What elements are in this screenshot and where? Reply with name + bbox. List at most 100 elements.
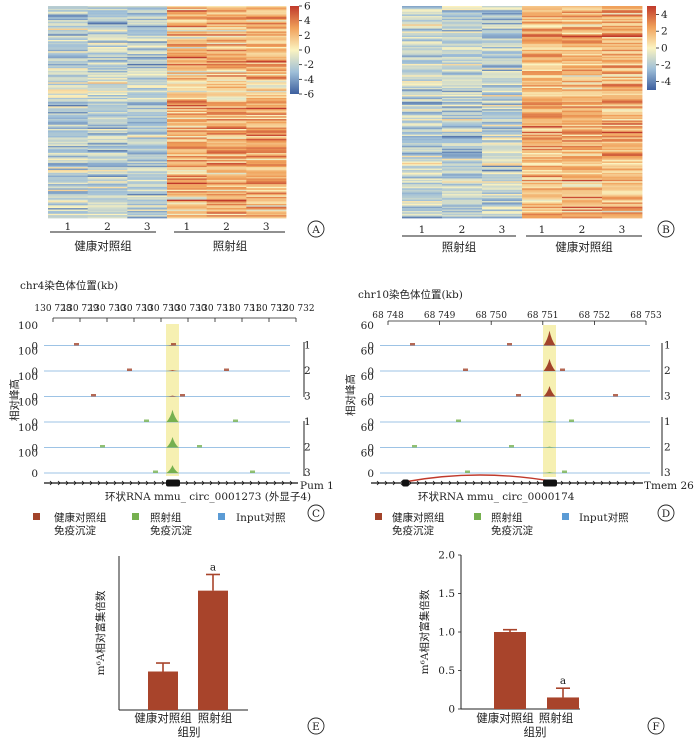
heatmap-b-cell xyxy=(402,103,443,106)
heatmap-a-cell xyxy=(87,148,128,151)
heatmap-a-cell xyxy=(48,49,89,52)
heatmap-a-cell xyxy=(246,6,287,8)
panel-c-track-replicate-label: 3 xyxy=(304,391,311,403)
heatmap-b-cell xyxy=(602,85,643,87)
panel-c-track-ymin-label: 0 xyxy=(31,443,38,455)
heatmap-a-cell xyxy=(206,55,247,58)
heatmap-a-cell xyxy=(246,152,287,155)
panel-d-gene-exon xyxy=(543,479,557,487)
heatmap-a-cell xyxy=(127,205,168,208)
panel-d-x-tick-label: 68 749 xyxy=(424,311,456,321)
panel-c-track-ymin-label: 0 xyxy=(31,417,38,429)
heatmap-a-cell xyxy=(48,181,89,184)
heatmap-b-cell xyxy=(602,96,643,99)
heatmap-b-cell xyxy=(442,186,483,189)
panel-d-gene-strand-arrow xyxy=(584,480,588,486)
panel-f-y-tick-label: 1.0 xyxy=(438,627,455,639)
heatmap-a-cell xyxy=(167,30,208,32)
heatmap-b-cell xyxy=(442,73,483,76)
heatmap-b-cell xyxy=(482,95,523,97)
heatmap-b-cell xyxy=(442,35,483,38)
heatmap-b-cell xyxy=(602,141,643,144)
heatmap-a-cell xyxy=(167,196,208,199)
heatmap-b-cell xyxy=(442,45,483,48)
heatmap-a-cell xyxy=(87,206,128,209)
heatmap-b-cell xyxy=(602,45,643,48)
heatmap-a-cell xyxy=(246,78,287,80)
heatmap-a-cell xyxy=(246,178,287,181)
heatmap-a-cell xyxy=(206,104,247,107)
heatmap-b-cell xyxy=(442,63,483,66)
heatmap-b-cell xyxy=(442,24,483,27)
panel-e: a m⁶A相对富集倍数 健康对照组 照射组 组别 E xyxy=(94,556,325,739)
heatmap-a-cell xyxy=(206,177,247,179)
heatmap-b-cell xyxy=(602,32,643,35)
heatmap-b-cell xyxy=(562,128,603,131)
heatmap-a-cell xyxy=(206,157,247,160)
heatmap-b-cell xyxy=(402,113,443,116)
heatmap-a-cell xyxy=(206,140,247,143)
heatmap-b-cell xyxy=(442,188,483,191)
heatmap-b-cell xyxy=(442,42,483,45)
heatmap-b-cell xyxy=(442,179,483,182)
heatmap-a-cell xyxy=(127,202,168,205)
heatmap-a-cell xyxy=(206,201,247,203)
heatmap-a-cell xyxy=(206,164,247,167)
heatmap-b-cell xyxy=(482,184,523,186)
heatmap-b-cell xyxy=(402,62,443,65)
heatmap-a-cell xyxy=(48,157,89,160)
heatmap-b-cell xyxy=(402,116,443,119)
heatmap-a-cell xyxy=(48,14,89,17)
heatmap-a-cell xyxy=(127,99,168,102)
heatmap-b-cell xyxy=(562,161,603,164)
heatmap-b-cell xyxy=(482,191,523,193)
heatmap-a-cell xyxy=(127,123,168,126)
heatmap-b-cell xyxy=(442,21,483,24)
heatmap-a-cell xyxy=(246,198,287,201)
heatmap-b-cell xyxy=(442,174,483,176)
heatmap-b-cell xyxy=(522,73,563,76)
panel-d-gene-strand-arrow xyxy=(384,480,388,486)
heatmap-a-cell xyxy=(206,78,247,80)
heatmap-a-cell xyxy=(48,186,89,189)
heatmap-b-cell xyxy=(482,89,523,92)
heatmap-b-cell xyxy=(522,114,563,117)
panel-d-highlight xyxy=(543,325,556,477)
heatmap-b-cell xyxy=(482,119,523,121)
heatmap-a-cell xyxy=(167,79,208,82)
heatmap-b-cell xyxy=(562,42,603,45)
heatmap-b-cell xyxy=(482,178,523,181)
heatmap-b-cell xyxy=(522,169,563,172)
heatmap-b-cell xyxy=(562,45,603,48)
heatmap-b-cell xyxy=(602,213,643,216)
heatmap-b-cell xyxy=(442,75,483,78)
heatmap-a-column-label: 2 xyxy=(223,221,230,233)
heatmap-a-cell xyxy=(246,75,287,78)
heatmap-a-cell xyxy=(48,39,89,42)
heatmap-b-cell xyxy=(442,126,483,128)
heatmap-a-cell xyxy=(167,198,208,201)
heatmap-a-cell xyxy=(246,164,287,167)
heatmap-a-cell xyxy=(127,119,168,121)
heatmap-a-cell xyxy=(87,116,128,119)
heatmap-a-cell xyxy=(246,42,287,45)
heatmap-a-cell xyxy=(87,39,128,42)
heatmap-a-cell xyxy=(87,87,128,90)
heatmap-b-cell xyxy=(442,133,483,136)
heatmap-a-cell xyxy=(48,178,89,181)
panel-label-f: F xyxy=(652,721,659,733)
heatmap-b-cell xyxy=(522,46,563,49)
heatmap-a-cell xyxy=(87,10,128,13)
heatmap-b-cell xyxy=(602,131,643,134)
heatmap-b-cell xyxy=(602,49,643,52)
heatmap-a-cell xyxy=(127,134,168,137)
heatmap-a-cell xyxy=(48,152,89,155)
heatmap-b-cell xyxy=(522,172,563,175)
heatmap-b-cell xyxy=(522,215,563,217)
panel-c-x-tick-label: 130 732 xyxy=(250,304,287,314)
heatmap-b-cell xyxy=(482,110,523,113)
heatmap-a-cell xyxy=(167,157,208,160)
heatmap-a-cell xyxy=(167,179,208,182)
heatmap-a-cell xyxy=(246,35,287,38)
heatmap-b-cell xyxy=(482,120,523,123)
